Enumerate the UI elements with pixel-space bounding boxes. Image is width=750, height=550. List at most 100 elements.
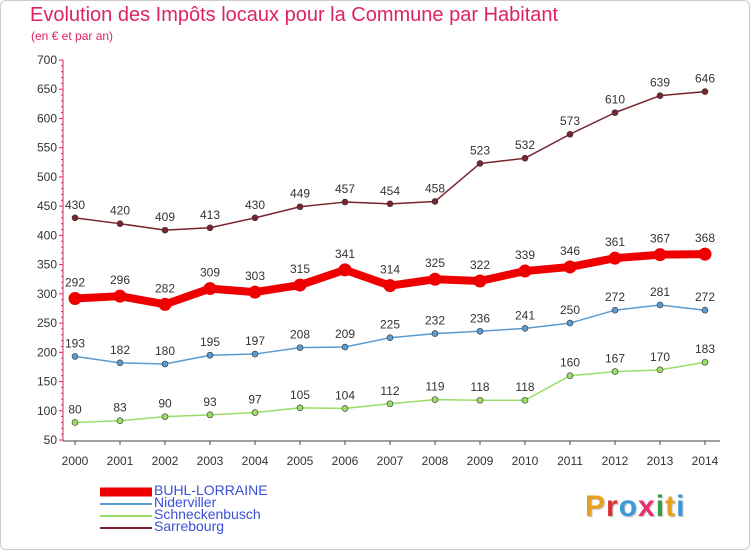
data-point-buhl-lorraine [338,263,352,277]
y-tick-label: 400 [37,228,57,242]
data-point-buhl-lorraine [563,260,577,274]
legend-swatch-schneckenbusch [100,515,152,517]
data-point-buhl-lorraine [68,292,82,306]
x-tick-label: 2008 [422,454,449,468]
data-point-sarrebourg [386,200,394,208]
data-label-sarrebourg: 420 [110,204,130,218]
data-point-schneckenbusch [701,358,709,366]
logo-letter: t [665,490,677,523]
data-point-schneckenbusch [116,417,124,425]
data-label-schneckenbusch: 104 [335,388,355,402]
y-tick-label: 600 [37,111,57,125]
x-tick-label: 2003 [197,454,224,468]
y-tick-label: 200 [37,345,57,359]
y-tick-label: 150 [37,375,57,389]
y-tick-label: 450 [37,199,57,213]
data-label-niderviller: 209 [335,327,355,341]
logo-letter: P [585,490,607,523]
data-label-niderviller: 225 [380,318,400,332]
proxiti-logo: Proxiti [585,490,685,524]
data-point-schneckenbusch [611,368,619,375]
legend-swatch-niderviller [100,503,152,505]
data-point-buhl-lorraine [428,272,442,286]
data-label-sarrebourg: 457 [335,182,355,196]
data-label-buhl-lorraine: 309 [200,266,220,280]
data-label-sarrebourg: 454 [380,184,400,198]
data-label-schneckenbusch: 170 [650,350,670,364]
data-point-niderviller [116,359,124,367]
x-tick-label: 2006 [332,454,359,468]
data-point-niderviller [566,319,574,327]
data-point-sarrebourg [161,226,169,234]
data-label-buhl-lorraine: 292 [65,276,85,290]
legend-swatch-sarrebourg [100,527,152,529]
x-tick-label: 2002 [152,454,179,468]
data-label-schneckenbusch: 119 [425,380,444,394]
legend-label-buhl-lorraine: BUHL-LORRAINE [154,482,268,498]
chart-subtitle: (en € et par an) [31,29,114,43]
legend-label-niderviller: Niderviller [154,494,217,510]
data-label-sarrebourg: 409 [155,210,175,224]
y-tick-label: 350 [37,258,57,272]
legend-label-sarrebourg: Sarrebourg [154,518,225,534]
data-label-sarrebourg: 646 [695,72,715,86]
data-point-sarrebourg [116,220,124,227]
data-point-schneckenbusch [71,419,79,426]
legend-swatch-buhl-lorraine [100,487,152,497]
logo-letter: o [618,490,639,523]
data-label-buhl-lorraine: 367 [650,232,670,246]
data-label-niderviller: 236 [470,311,490,325]
data-label-niderviller: 250 [560,303,580,317]
data-point-sarrebourg [71,214,79,222]
data-label-niderviller: 272 [695,290,715,304]
data-point-niderviller [161,360,169,368]
data-point-sarrebourg [521,154,529,162]
data-point-sarrebourg [206,224,214,232]
y-tick-label: 650 [37,82,57,96]
data-label-sarrebourg: 532 [515,138,535,152]
data-point-sarrebourg [611,109,619,116]
data-point-schneckenbusch [341,405,349,412]
data-point-sarrebourg [296,203,304,211]
data-point-buhl-lorraine [473,274,487,288]
data-label-schneckenbusch: 118 [470,380,489,394]
data-label-niderviller: 195 [200,335,220,349]
data-point-schneckenbusch [161,413,169,420]
data-point-schneckenbusch [386,400,394,408]
data-label-buhl-lorraine: 325 [425,256,445,270]
data-point-sarrebourg [656,92,664,99]
data-label-sarrebourg: 573 [560,114,580,128]
data-label-buhl-lorraine: 282 [155,281,175,295]
data-point-sarrebourg [566,130,574,138]
data-label-schneckenbusch: 97 [248,393,262,407]
data-point-buhl-lorraine [383,279,397,293]
data-point-niderviller [386,334,394,341]
data-label-buhl-lorraine: 346 [560,244,580,258]
data-label-buhl-lorraine: 339 [515,248,535,262]
x-tick-label: 2005 [287,454,314,468]
data-label-buhl-lorraine: 296 [110,273,130,287]
data-label-schneckenbusch: 80 [68,402,82,416]
x-tick-label: 2009 [467,454,494,468]
data-label-buhl-lorraine: 303 [245,269,265,283]
data-point-buhl-lorraine [608,251,622,265]
x-tick-label: 2000 [62,454,89,468]
y-tick-label: 100 [37,404,57,418]
data-point-buhl-lorraine [698,247,712,261]
data-label-schneckenbusch: 83 [113,401,127,415]
x-tick-label: 2013 [647,454,674,468]
data-point-schneckenbusch [296,404,304,412]
data-point-schneckenbusch [521,396,529,404]
data-label-sarrebourg: 413 [200,208,220,222]
data-label-niderviller: 281 [650,285,670,299]
data-label-sarrebourg: 458 [425,181,445,195]
data-label-buhl-lorraine: 361 [605,235,625,249]
data-point-niderviller [701,306,709,314]
data-point-schneckenbusch [431,396,439,403]
x-tick-label: 2004 [242,454,269,468]
chart-title: Evolution des Impôts locaux pour la Comm… [30,4,559,26]
logo-letter: x [638,490,656,523]
data-point-sarrebourg [251,214,259,222]
data-label-buhl-lorraine: 368 [695,231,715,245]
data-point-schneckenbusch [251,409,259,416]
